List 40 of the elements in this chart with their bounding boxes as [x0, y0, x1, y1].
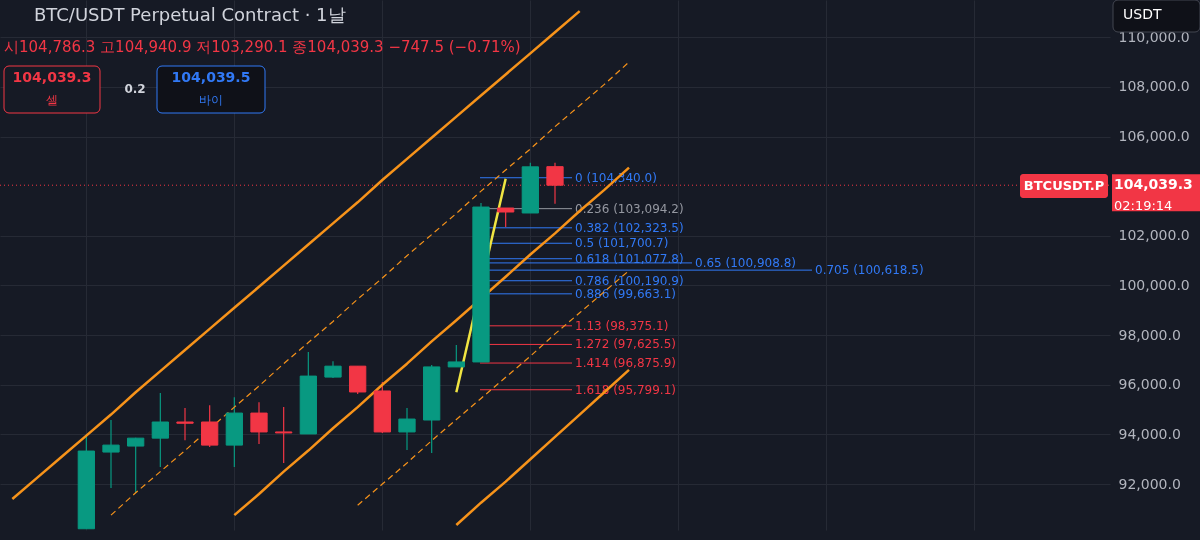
- candlestick: [250, 401, 268, 445]
- ref-line-label: 104,039.3: [1114, 176, 1193, 193]
- y-tick-label: 100,000.0: [1118, 276, 1190, 293]
- text: USDT: [1123, 6, 1162, 22]
- y-tick-label: 108,000.0: [1118, 78, 1190, 95]
- text: 시104,786.3 고104,940.9 저103,290.1 종104,039.3 −747.5 (−0.71%): [4, 38, 521, 56]
- ref-line-label: 0.886 (99,663.1): [575, 286, 676, 301]
- y-tick-label: 96,000.0: [1118, 376, 1181, 393]
- ref-line-label: 1.272 (97,625.5): [575, 337, 676, 352]
- annotation: 104,039.5: [171, 69, 251, 85]
- candlestick: [275, 406, 293, 464]
- annotation: 셀: [46, 93, 58, 107]
- y-tick-label: 98,000.0: [1118, 326, 1181, 343]
- ref-line-label: 0.786 (100,190.9): [575, 273, 684, 288]
- y-tick-label: 94,000.0: [1118, 425, 1181, 442]
- annotation: 0.2: [124, 82, 146, 96]
- y-tick-label: 106,000.0: [1118, 128, 1190, 145]
- candlestick: [151, 392, 169, 468]
- annotation: 바이: [199, 93, 223, 107]
- candlestick: [201, 404, 219, 448]
- annotation: BTCUSDT.P: [1023, 178, 1105, 193]
- text: 02:19:14: [1114, 198, 1173, 213]
- y-tick-label: 92,000.0: [1118, 475, 1181, 492]
- ref-line-label: 0.65 (100,908.8): [695, 255, 796, 270]
- candlestick: [102, 419, 120, 489]
- candlestick: [497, 207, 515, 228]
- ref-line-label: 1.13 (98,375.1): [575, 318, 669, 333]
- ref-line-label: 0.5 (101,700.7): [575, 236, 669, 251]
- y-tick-label: 102,000.0: [1118, 227, 1190, 244]
- ref-line-label: 0.705 (100,618.5): [815, 263, 924, 278]
- annotation: 104,039.3: [12, 69, 92, 85]
- y-tick-label: 110,000.0: [1118, 28, 1190, 45]
- ref-line-label: 1.414 (96,875.9): [575, 356, 676, 371]
- ref-line-label: 0.382 (102,323.5): [575, 220, 684, 235]
- candlestick: [127, 437, 145, 494]
- candlestick: [447, 344, 465, 368]
- candlestick: [398, 407, 416, 451]
- chart-title: BTC/USDT Perpetual Contract · 1날: [34, 4, 346, 25]
- candlestick: [176, 407, 194, 441]
- ref-line-label: 0.618 (101,077.8): [575, 251, 684, 266]
